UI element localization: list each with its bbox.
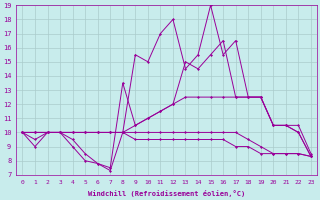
X-axis label: Windchill (Refroidissement éolien,°C): Windchill (Refroidissement éolien,°C) xyxy=(88,190,245,197)
